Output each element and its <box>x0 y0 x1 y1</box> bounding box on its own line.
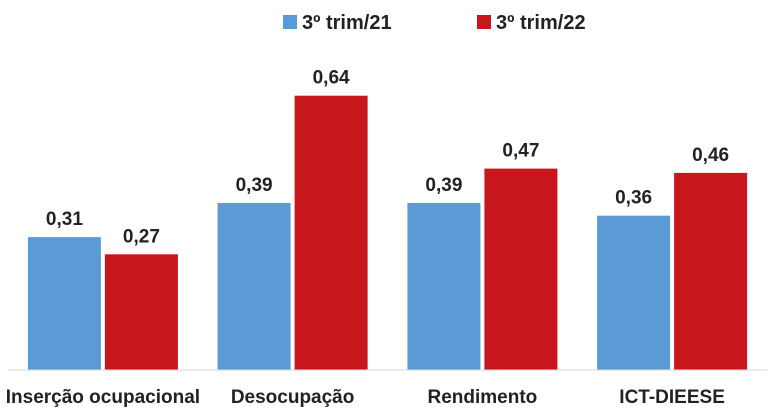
bar-series-2-category-1 <box>104 254 178 370</box>
legend-swatch-series-2 <box>477 15 491 29</box>
bar-series-2-category-3 <box>484 168 558 370</box>
legend: 3º trim/21 3º trim/22 <box>283 12 586 34</box>
data-labels-layer: 0,31 0,27 0,39 0,64 0,39 0,47 0,36 0,46 <box>46 68 729 248</box>
bar-series-2-category-4 <box>674 172 748 370</box>
bar-series-1-category-2 <box>217 202 291 370</box>
data-label-series-2-category-3: 0,47 <box>502 141 539 162</box>
bar-series-2-category-2 <box>294 95 368 370</box>
data-label-series-2-category-1: 0,27 <box>123 226 160 247</box>
legend-item-series-2: 3º trim/22 <box>477 12 586 34</box>
data-label-series-1-category-4: 0,36 <box>615 188 652 209</box>
category-label-4: ICT-DIEESE <box>619 387 725 408</box>
legend-swatch-series-1 <box>283 15 297 29</box>
legend-item-series-1: 3º trim/21 <box>283 12 392 34</box>
category-label-3: Rendimento <box>428 387 538 408</box>
legend-label-series-1: 3º trim/21 <box>302 12 392 34</box>
data-label-series-2-category-4: 0,46 <box>692 145 729 166</box>
data-label-series-1-category-3: 0,39 <box>425 175 462 196</box>
data-label-series-2-category-2: 0,64 <box>313 68 350 89</box>
bars-layer <box>27 95 748 370</box>
data-label-series-1-category-1: 0,31 <box>46 209 83 230</box>
category-label-1: Inserção ocupacional <box>6 387 200 408</box>
category-label-2: Desocupação <box>231 387 355 408</box>
bar-series-1-category-3 <box>407 202 481 370</box>
bar-series-1-category-1 <box>27 237 101 370</box>
data-label-series-1-category-2: 0,39 <box>236 175 273 196</box>
category-labels-layer: Inserção ocupacional Desocupação Rendiment… <box>6 387 725 408</box>
legend-label-series-2: 3º trim/22 <box>496 12 586 34</box>
bar-series-1-category-4 <box>597 215 671 370</box>
